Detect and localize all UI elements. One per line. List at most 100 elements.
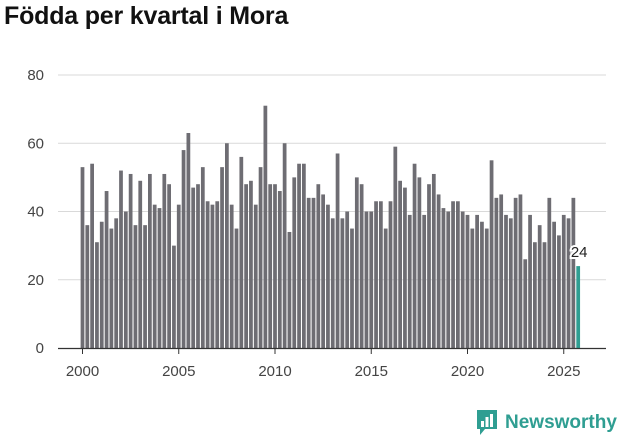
bar [557,235,561,348]
bar [95,242,99,348]
bar [229,204,234,348]
bar [566,218,571,348]
bar [422,214,427,348]
bar [99,221,104,348]
bar [220,167,224,348]
bar [489,160,494,348]
y-tick-label: 80 [27,67,44,84]
y-tick-label: 60 [27,135,44,152]
bar [518,194,523,348]
x-tick-label: 2025 [547,363,580,380]
bar [186,133,191,348]
bar [210,204,215,348]
x-tick-label: 2020 [451,363,484,380]
chart-title: Födda per kvartal i Mora [4,2,289,30]
bar [273,184,277,348]
bar [388,201,393,348]
bar [263,105,268,349]
bar [345,211,350,348]
bar [379,201,383,348]
bar [427,184,431,348]
bar [383,228,388,348]
bar [215,201,220,348]
bar [326,204,330,348]
bar [475,214,479,348]
bar [119,170,123,348]
bar [499,194,504,348]
bar [297,163,301,348]
bar [359,184,364,348]
bar [176,204,181,348]
bar [181,150,186,348]
brand-name: Newsworthy [505,412,617,433]
bar [249,180,253,348]
bar [162,173,167,348]
bar [321,194,325,348]
bar [504,214,508,348]
bar [128,173,133,348]
bar [460,211,465,348]
bar [465,214,470,348]
newsworthy-icon [477,410,497,435]
bar [282,143,287,348]
bar [350,228,354,348]
bar [292,177,297,349]
bar [537,225,542,348]
bar [542,242,547,348]
bar [114,218,119,348]
bar [234,228,239,348]
bar [123,211,128,348]
bar [403,187,407,348]
bar [306,197,311,348]
y-tick-label: 40 [27,204,44,221]
bar [431,173,436,348]
bar [552,221,556,348]
bar [104,191,109,348]
bar [484,228,489,348]
bar [287,231,292,348]
bar [253,204,258,348]
bar [200,167,205,348]
bar [508,218,513,348]
bar [354,177,359,349]
x-tick-label: 2015 [355,363,388,380]
bar [225,143,229,348]
x-tick-label: 2000 [66,363,99,380]
bar [90,163,94,348]
x-tick-label: 2010 [258,363,291,380]
bar [436,194,441,348]
y-tick-label: 0 [36,340,44,357]
bar [407,214,412,348]
bar [446,211,451,348]
bar [167,184,171,348]
bar [316,184,321,348]
bar [369,211,374,348]
x-tick-label: 2005 [162,363,195,380]
bar [191,187,196,348]
bar [148,173,152,348]
bar [277,191,282,348]
bar [152,204,157,348]
bar [528,214,532,348]
bar [470,228,475,348]
bar [330,218,335,348]
bar [109,228,114,348]
bar [311,197,316,348]
bar [393,146,398,348]
bar [196,184,200,348]
bar [417,177,422,349]
bar [268,184,273,348]
newsworthy-logo: Newsworthy [475,408,617,438]
bar [398,180,402,348]
bar [205,201,210,348]
bar [374,201,378,348]
bar [172,245,176,349]
x-axis-ticks: 2000 2005 2010 2015 2020 2025 [66,348,580,380]
bar [143,225,147,348]
bar [547,197,552,348]
bar [561,214,566,348]
bar [451,201,455,348]
bar [441,208,446,348]
bar [456,201,460,348]
